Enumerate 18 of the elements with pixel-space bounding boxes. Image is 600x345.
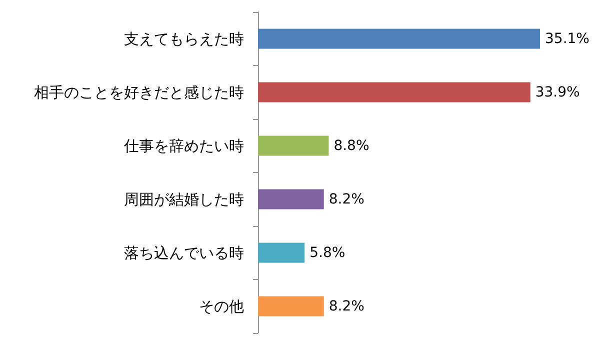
bar <box>258 296 324 316</box>
data-label: 8.8% <box>334 138 370 154</box>
data-label: 8.2% <box>328 298 364 314</box>
y-tick-label: 周囲が結婚した時 <box>124 190 244 208</box>
bar <box>258 242 305 263</box>
bar <box>258 189 324 210</box>
data-label: 33.9% <box>535 84 580 100</box>
data-label: 5.8% <box>310 244 346 261</box>
y-tick-label: 支えてもらえた時 <box>124 30 244 48</box>
bar <box>258 28 540 49</box>
data-label: 35.1% <box>545 30 590 47</box>
bar <box>258 82 530 102</box>
y-tick-label: 相手のことを好きだと感じた時 <box>34 83 244 102</box>
y-tick-label: 落ち込んでいる時 <box>124 244 244 262</box>
y-tick-label: 仕事を辞めたい時 <box>123 136 244 155</box>
bar <box>258 136 329 156</box>
data-label: 8.2% <box>328 191 364 208</box>
y-tick-label: その他 <box>199 297 244 316</box>
